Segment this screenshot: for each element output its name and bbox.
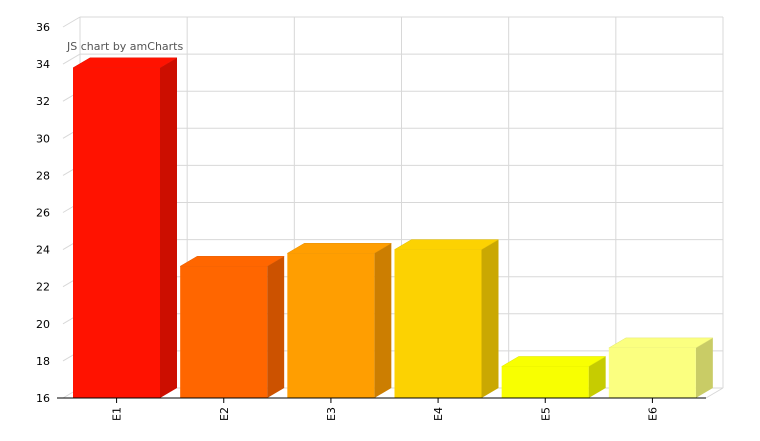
y-tick-label: 34 <box>36 58 50 71</box>
bar-front <box>73 67 160 398</box>
bar-E5 <box>500 356 607 398</box>
bar-side <box>267 256 285 398</box>
y-tick-label: 16 <box>36 392 50 405</box>
y-tick-label: 36 <box>36 21 50 34</box>
bar-top <box>500 356 607 367</box>
x-axis: E1 E2 E3 E4 E5 E6 <box>57 397 706 421</box>
y-tick-label: 30 <box>36 132 50 145</box>
bar-side <box>695 337 713 398</box>
amcharts-credit[interactable]: JS chart by amCharts <box>66 40 183 53</box>
x-tick-label: E6 <box>646 407 659 421</box>
x-tick-label: E1 <box>111 407 124 421</box>
y-tick-label: 18 <box>36 355 50 368</box>
y-tick-label: 32 <box>36 95 50 108</box>
gridline-depth <box>62 53 81 65</box>
y-tick-label: 20 <box>36 318 50 331</box>
bar-E4 <box>393 239 500 398</box>
bar-top <box>286 243 393 254</box>
gridline-depth <box>62 16 81 28</box>
bar-E6 <box>607 337 714 398</box>
bar-front <box>608 347 696 398</box>
bar-side <box>374 243 392 398</box>
bar-E3 <box>286 243 393 398</box>
y-axis: 16 18 20 22 24 26 28 30 32 34 36 <box>36 21 50 405</box>
bar-top <box>72 57 178 69</box>
bar-top <box>607 337 714 349</box>
bar-E2 <box>179 256 286 398</box>
bar-side <box>588 356 606 398</box>
x-tick-label: E4 <box>432 407 445 421</box>
bar-front <box>287 253 375 398</box>
bar-E1 <box>72 57 178 399</box>
bar-front <box>501 366 589 398</box>
bar-top <box>179 256 286 267</box>
bar-top <box>393 239 500 250</box>
y-tick-label: 28 <box>36 169 50 182</box>
y-tick-label: 26 <box>36 207 50 220</box>
bar-side <box>160 57 177 399</box>
bar-side <box>481 239 499 398</box>
bars <box>72 57 714 399</box>
y-tick-label: 24 <box>36 244 50 257</box>
y-tick-label: 22 <box>36 281 50 294</box>
x-tick-label: E2 <box>218 407 231 421</box>
x-tick-label: E5 <box>539 407 552 421</box>
floor-edge <box>705 387 724 399</box>
x-tick-label: E3 <box>325 407 338 421</box>
bar-front <box>394 249 482 398</box>
bar-front <box>180 266 268 398</box>
